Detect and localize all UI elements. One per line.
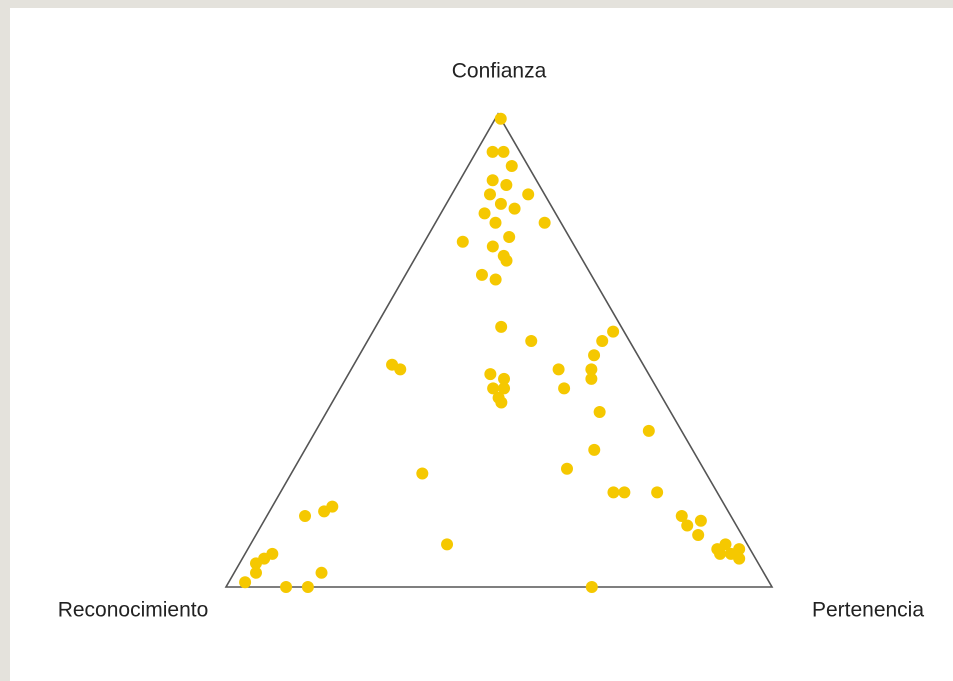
point — [585, 372, 598, 385]
point — [588, 349, 601, 362]
point — [484, 368, 497, 381]
point — [416, 467, 429, 480]
point — [675, 510, 688, 523]
point — [486, 240, 499, 253]
point — [495, 320, 508, 333]
panel — [10, 8, 953, 681]
point — [719, 538, 732, 551]
triangle — [224, 112, 774, 588]
point — [483, 188, 496, 201]
point — [596, 335, 609, 348]
point — [486, 145, 499, 158]
point — [498, 382, 511, 395]
point — [585, 363, 598, 376]
point — [498, 372, 511, 385]
point — [249, 557, 262, 570]
point — [280, 581, 293, 593]
point — [478, 207, 491, 220]
point — [642, 424, 655, 437]
point — [585, 581, 598, 593]
point — [315, 566, 328, 579]
point — [239, 576, 252, 589]
point — [250, 566, 262, 579]
point — [497, 145, 510, 158]
point — [486, 174, 499, 187]
point — [694, 514, 707, 527]
point — [724, 547, 737, 560]
point — [394, 363, 407, 376]
point — [299, 510, 312, 523]
point — [456, 235, 469, 248]
point — [494, 197, 507, 210]
point — [607, 325, 620, 338]
point — [503, 230, 516, 243]
point — [552, 363, 565, 376]
point — [487, 382, 500, 395]
axis-label-right: Pertenencia — [812, 599, 924, 622]
point — [500, 254, 513, 267]
axis-label-left: Reconocimiento — [58, 599, 209, 622]
axis-label-top: Confianza — [452, 60, 547, 83]
point — [588, 443, 601, 456]
point — [318, 505, 331, 518]
point — [525, 335, 538, 348]
point — [500, 178, 513, 191]
point — [692, 528, 705, 541]
point — [681, 519, 694, 532]
point — [558, 382, 571, 395]
point — [538, 216, 551, 229]
point — [561, 462, 573, 475]
point — [475, 268, 488, 281]
point — [593, 405, 606, 418]
point — [508, 202, 521, 215]
point — [489, 216, 502, 229]
point — [651, 486, 664, 499]
point — [495, 396, 508, 409]
point — [505, 160, 518, 173]
point — [494, 112, 507, 125]
point — [607, 486, 620, 499]
point — [618, 486, 631, 499]
point — [714, 547, 727, 560]
point — [301, 581, 314, 593]
point — [489, 273, 502, 286]
point — [522, 188, 535, 201]
point — [441, 538, 454, 551]
